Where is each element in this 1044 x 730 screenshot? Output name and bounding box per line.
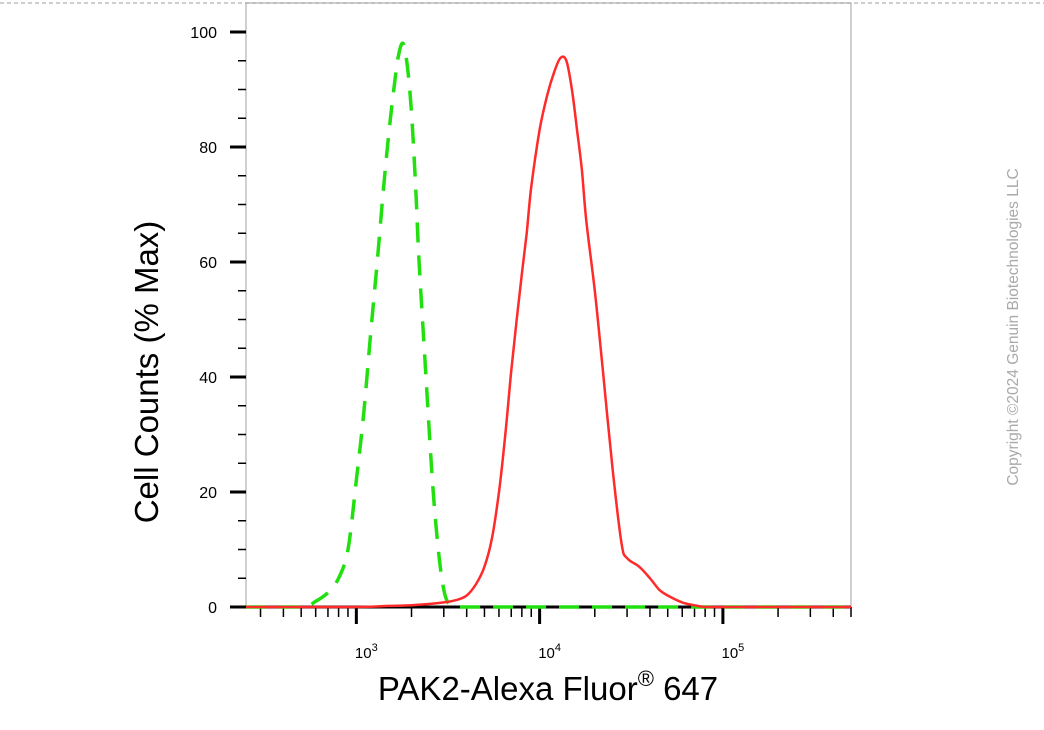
x-axis-title: PAK2-Alexa Fluor® 647 <box>378 666 718 707</box>
y-tick-label: 80 <box>199 140 217 157</box>
x-tick-label-exponent: 4 <box>555 642 561 654</box>
x-axis-title-suffix: 647 <box>654 670 718 707</box>
copyright-watermark: Copyright ©2024 Genuin Biotechnologies L… <box>1005 168 1022 485</box>
x-tick-label-base: 10 <box>538 645 555 662</box>
y-axis-title: Cell Counts (% Max) <box>128 221 165 524</box>
x-tick-label-exponent: 3 <box>372 642 378 654</box>
x-tick-label: 104 <box>538 642 561 662</box>
x-axis-title-main: PAK2-Alexa Fluor <box>378 670 638 707</box>
x-axis-title-registered-mark: ® <box>638 666 654 691</box>
series-layer <box>245 41 851 609</box>
y-tick-label: 60 <box>199 255 217 272</box>
x-tick-label-exponent: 5 <box>738 642 744 654</box>
x-tick-label: 103 <box>355 642 378 662</box>
y-tick-label: 40 <box>199 370 217 387</box>
series-line-control-dashed <box>245 41 851 609</box>
series-line-pak2-solid <box>245 55 851 609</box>
y-tick-label: 0 <box>208 600 217 617</box>
x-tick-label: 105 <box>721 642 744 662</box>
y-tick-label: 100 <box>190 25 217 42</box>
x-tick-label-base: 10 <box>721 645 738 662</box>
y-tick-label: 20 <box>199 485 217 502</box>
y-axis: 0 20 40 60 80 100 <box>190 25 246 617</box>
x-tick-label-base: 10 <box>355 645 372 662</box>
x-axis: 103 104 105 <box>259 607 852 662</box>
